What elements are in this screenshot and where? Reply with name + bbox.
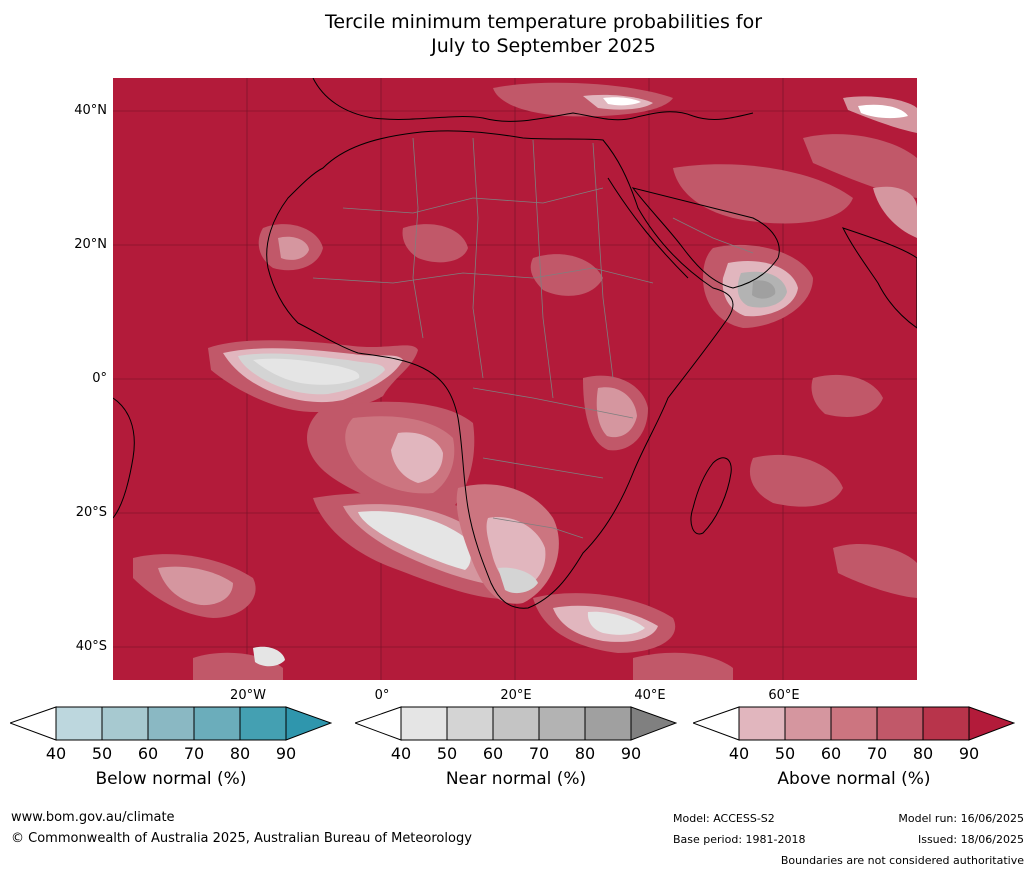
footer-issued: Issued: 18/06/2025 [917,833,1024,846]
colorbar-below-label: Below normal (%) [95,769,247,789]
lon-label-0: 0° [374,688,390,703]
colorbar-near-tick: 90 [620,744,642,763]
footer-url[interactable]: www.bom.gov.au/climate [11,810,175,825]
colorbar-near-tick: 50 [436,744,458,763]
lat-label-40n: 40°N [74,103,107,118]
lon-label-40e: 40°E [634,688,666,703]
colorbar-near-label: Near normal (%) [445,769,587,789]
colorbar-above-tick: 40 [728,744,750,763]
colorbar-below-tick: 80 [229,744,251,763]
colorbar-near-tick: 70 [528,744,550,763]
colorbar-below-tick: 90 [275,744,297,763]
colorbar-below-normal: 40 50 60 70 80 90 [10,706,332,763]
lat-label-20n: 20°N [74,237,107,252]
colorbar-above-label: Above normal (%) [777,769,931,789]
colorbar-below-tick: 60 [137,744,159,763]
map-panel[interactable] [113,78,917,680]
colorbar-near-tick: 40 [390,744,412,763]
colorbar-below-swatches [10,706,332,741]
country-borders [312,137,754,539]
chart-title: Tercile minimum temperature probabilitie… [0,10,1035,58]
colorbar-above-tick: 50 [774,744,796,763]
probability-shading [133,82,917,680]
footer-model-run: Model run: 16/06/2025 [898,812,1024,825]
lat-label-40s: 40°S [75,639,107,654]
colorbar-below-tick: 70 [183,744,205,763]
coastlines [113,78,917,609]
footer-base-period: Base period: 1981-2018 [673,833,806,846]
colorbar-below-tick: 50 [91,744,113,763]
lat-label-0: 0° [92,371,107,386]
colorbar-above-normal: 40 50 60 70 80 90 [693,706,1015,763]
title-line-2: July to September 2025 [431,35,656,57]
colorbar-above-tick: 90 [958,744,980,763]
footer-copyright: © Commonwealth of Australia 2025, Austra… [11,831,472,846]
colorbar-near-tick: 80 [574,744,596,763]
colorbar-near-normal: 40 50 60 70 80 90 [355,706,677,763]
colorbar-near-swatches [355,706,677,741]
lon-label-60e: 60°E [768,688,800,703]
colorbar-below-tick: 40 [45,744,67,763]
colorbar-above-swatches [693,706,1015,741]
footer-disclaimer: Boundaries are not considered authoritat… [780,854,1024,867]
colorbar-near-tick: 60 [482,744,504,763]
footer-model: Model: ACCESS-S2 [673,812,775,825]
colorbar-above-tick: 80 [912,744,934,763]
colorbar-above-tick: 60 [820,744,842,763]
colorbar-above-tick: 70 [866,744,888,763]
lon-label-20e: 20°E [500,688,532,703]
lon-label-20w: 20°W [230,688,266,703]
lat-label-20s: 20°S [75,505,107,520]
map-graphic [113,78,917,680]
title-line-1: Tercile minimum temperature probabilitie… [324,11,763,33]
